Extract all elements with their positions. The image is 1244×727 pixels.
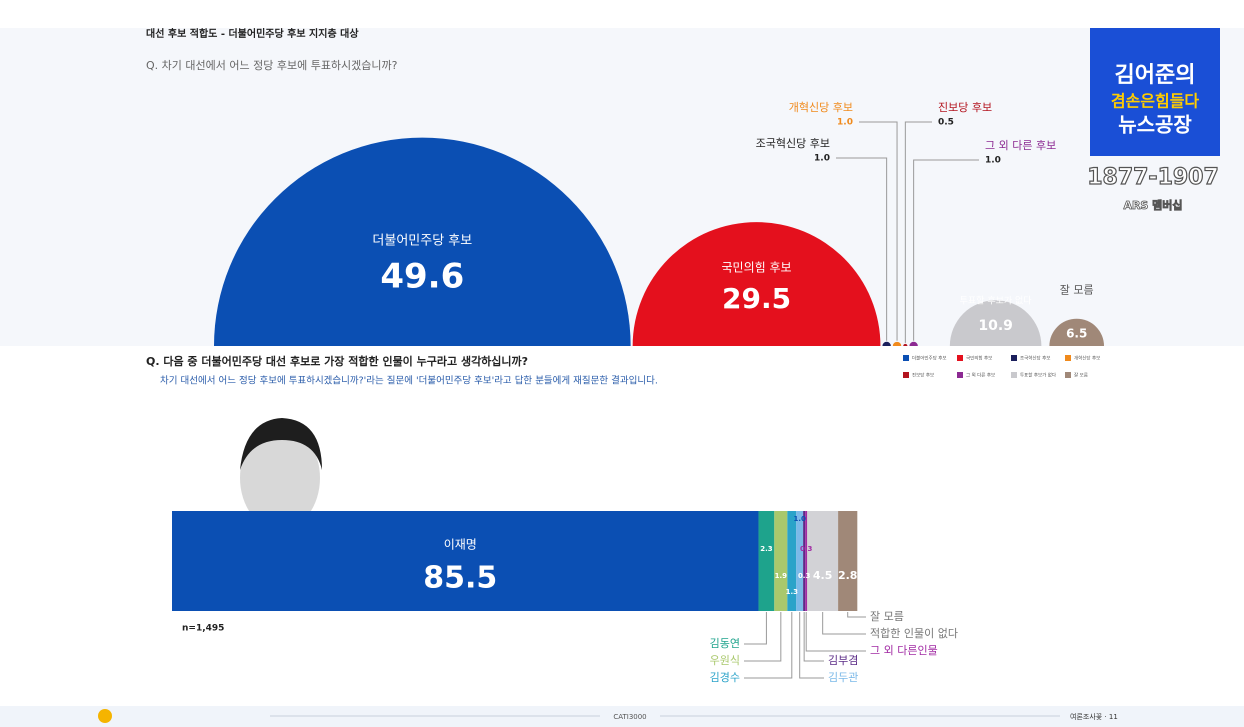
legend-label: 개혁신당 후보 bbox=[1074, 355, 1100, 362]
question-2: Q. 다음 중 더불어민주당 대선 후보로 가장 적합한 인물이 누구라고 생각… bbox=[146, 354, 528, 368]
semicircle bbox=[892, 341, 902, 346]
logo-line2: 겸손은힘들다 bbox=[1111, 92, 1200, 111]
logo-phone: 1877-1907 bbox=[1087, 165, 1219, 190]
legend-label: 그 외 다른 후보 bbox=[966, 372, 995, 379]
category-label: 그 외 다른인물 bbox=[870, 644, 938, 657]
footer-center: CATI3000 bbox=[613, 713, 646, 721]
question-1: Q. 차기 대선에서 어느 정당 후보에 투표하시겠습니까? bbox=[146, 58, 398, 72]
legend-label: 잘 모름 bbox=[1074, 372, 1088, 379]
category-label: 김두관 bbox=[828, 671, 858, 684]
value-label: 1.0 bbox=[814, 154, 830, 164]
logo-line3: 뉴스공장 bbox=[1118, 113, 1192, 137]
value-label: 85.5 bbox=[423, 561, 497, 596]
leader-line bbox=[847, 612, 866, 618]
category-label: 국민의힘 후보 bbox=[722, 261, 792, 275]
bar-segment bbox=[805, 511, 808, 611]
value-label: 0.3 bbox=[800, 545, 813, 553]
legend-label: 조국혁신당 후보 bbox=[1020, 355, 1050, 362]
category-label: 김부겸 bbox=[828, 654, 858, 667]
category-label: 적합한 인물이 없다 bbox=[870, 627, 958, 640]
leader-line bbox=[803, 612, 824, 662]
leader-line bbox=[859, 121, 898, 341]
value-label: 0.3 bbox=[798, 572, 811, 580]
legend-swatch bbox=[1065, 372, 1071, 378]
value-label: 1.3 bbox=[786, 588, 799, 596]
semicircle bbox=[214, 137, 631, 346]
bar-segment bbox=[758, 511, 775, 611]
legend-label: 투표할 후보가 없다 bbox=[1020, 372, 1057, 379]
category-label: 이재명 bbox=[444, 538, 477, 552]
leader-line bbox=[805, 612, 866, 652]
bar-segment bbox=[787, 511, 797, 611]
legend-label: 국민의힘 후보 bbox=[966, 355, 992, 362]
footer-bar bbox=[0, 706, 1244, 727]
category-label: 진보당 후보 bbox=[938, 101, 992, 114]
legend-swatch bbox=[903, 355, 909, 361]
bar-segment bbox=[774, 511, 788, 611]
leader-line bbox=[836, 157, 888, 341]
semicircle bbox=[882, 341, 891, 346]
semicircle bbox=[903, 343, 908, 346]
value-label: 1.9 bbox=[775, 572, 788, 580]
category-label: 개혁신당 후보 bbox=[789, 101, 853, 114]
legend-swatch bbox=[903, 372, 909, 378]
value-label: 6.5 bbox=[1066, 327, 1087, 341]
leader-line bbox=[904, 121, 932, 343]
leader-line bbox=[913, 159, 979, 341]
semicircle bbox=[1049, 318, 1104, 346]
footer-icon bbox=[98, 709, 112, 723]
legend-swatch bbox=[1065, 355, 1071, 361]
category-label: 더불어민주당 후보 bbox=[372, 234, 472, 249]
leader-line bbox=[744, 612, 793, 679]
legend-label: 진보당 후보 bbox=[912, 372, 934, 379]
value-label: 1.0 bbox=[837, 118, 853, 128]
category-label: 조국혁신당 후보 bbox=[756, 137, 830, 150]
header: 대선 후보 적합도 - 더불어민주당 후보 지지층 대상 bbox=[146, 27, 359, 40]
legend-swatch bbox=[1011, 355, 1017, 361]
legend-swatch bbox=[1011, 372, 1017, 378]
logo-line1: 김어준의 bbox=[1115, 63, 1196, 88]
category-label: 투표할 후보가 없다 bbox=[960, 296, 1033, 307]
value-label: 49.6 bbox=[380, 257, 464, 297]
leader-line bbox=[799, 612, 824, 679]
bar-segment bbox=[796, 511, 804, 611]
category-label: 김동연 bbox=[710, 637, 740, 650]
category-label: 김경수 bbox=[710, 671, 740, 684]
category-label: 그 외 다른 후보 bbox=[985, 139, 1056, 152]
leader-line bbox=[744, 612, 767, 645]
bar-segment bbox=[803, 511, 806, 611]
category-label: 잘 모름 bbox=[1060, 284, 1094, 297]
note: 차기 대선에서 어느 정당 후보에 투표하시겠습니까?'라는 질문에 '더불어민… bbox=[160, 375, 658, 387]
logo-caption: ARS 멤버십 bbox=[1123, 198, 1182, 212]
bar-segment bbox=[838, 511, 858, 611]
category-label: 우원식 bbox=[710, 654, 740, 667]
value-label: 2.8 bbox=[838, 569, 858, 582]
leader-line bbox=[822, 612, 866, 635]
logo: 김어준의 겸손은힘들다 뉴스공장 1877-1907 ARS 멤버십 bbox=[1087, 28, 1220, 212]
value-label: 1.0 bbox=[985, 156, 1001, 166]
semicircle bbox=[632, 222, 881, 346]
legend-swatch bbox=[957, 372, 963, 378]
value-label: 2.3 bbox=[760, 545, 773, 553]
legend-label: 더불어민주당 후보 bbox=[912, 355, 947, 362]
footer-right: 여론조사꽃 · 11 bbox=[1070, 712, 1118, 721]
category-label: 잘 모름 bbox=[870, 610, 904, 623]
semicircle bbox=[949, 300, 1042, 346]
legend-swatch bbox=[957, 355, 963, 361]
value-label: 10.9 bbox=[978, 318, 1013, 334]
bar-segment bbox=[807, 511, 839, 611]
semicircle bbox=[909, 341, 918, 346]
sample-size: n=1,495 bbox=[182, 624, 224, 634]
leader-line bbox=[744, 612, 782, 662]
bar-segment bbox=[172, 511, 759, 611]
value-label: 4.5 bbox=[813, 569, 833, 582]
value-label: 1.0 bbox=[793, 515, 806, 523]
value-label: 0.5 bbox=[938, 118, 954, 128]
value-label: 29.5 bbox=[722, 282, 791, 315]
